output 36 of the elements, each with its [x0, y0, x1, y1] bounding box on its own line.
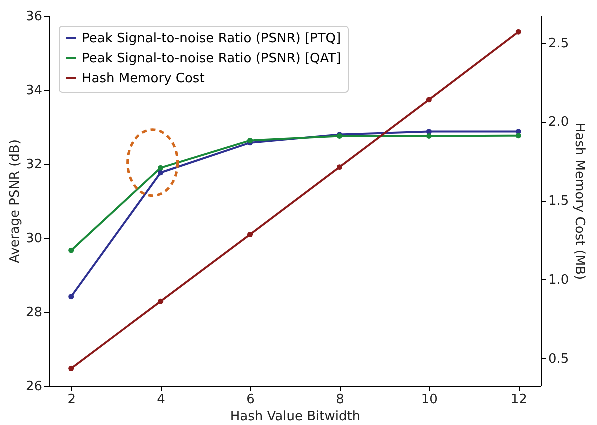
x-tick-label: 10: [421, 392, 438, 408]
point: [516, 29, 522, 35]
x-tick-label: 6: [246, 392, 255, 408]
point: [248, 232, 254, 238]
y2-axis-title: Hash Memory Cost (MB): [572, 122, 588, 280]
y2-tick-label: 2.0: [548, 115, 570, 130]
legend-label: Peak Signal-to-noise Ratio (PSNR) [QAT]: [82, 52, 342, 66]
point: [158, 298, 164, 304]
y2-tick-label: 0.5: [548, 352, 570, 367]
point: [248, 138, 254, 144]
point: [516, 133, 522, 139]
y-tick-label: 26: [26, 380, 42, 394]
x-tick-label: 12: [510, 392, 528, 408]
point: [158, 165, 164, 171]
y-tick-label: 36: [26, 10, 42, 24]
y-tick-label: 34: [26, 84, 42, 98]
y-tick-label: 28: [26, 306, 42, 320]
x-tick-label: 4: [157, 392, 166, 408]
point: [68, 248, 74, 254]
y-axis-title: Average PSNR (dB): [8, 140, 23, 264]
y2-tick-label: 2.5: [548, 36, 570, 52]
y2-tick-label: 1.5: [548, 194, 570, 210]
y-tick-label: 30: [26, 232, 42, 246]
legend-label: Hash Memory Cost: [82, 72, 205, 86]
point: [68, 366, 74, 372]
point: [68, 294, 74, 300]
point: [426, 134, 432, 139]
point: [336, 164, 342, 170]
point: [426, 97, 432, 103]
x-axis-title: Hash Value Bitwidth: [230, 410, 361, 424]
legend-label: Peak Signal-to-noise Ratio (PSNR) [PTQ]: [82, 32, 342, 46]
y2-tick-label: 1.0: [548, 272, 570, 288]
x-tick-label: 8: [336, 392, 344, 408]
y-tick-label: 32: [26, 158, 42, 172]
x-tick-label: 2: [68, 392, 76, 408]
point: [158, 170, 164, 176]
